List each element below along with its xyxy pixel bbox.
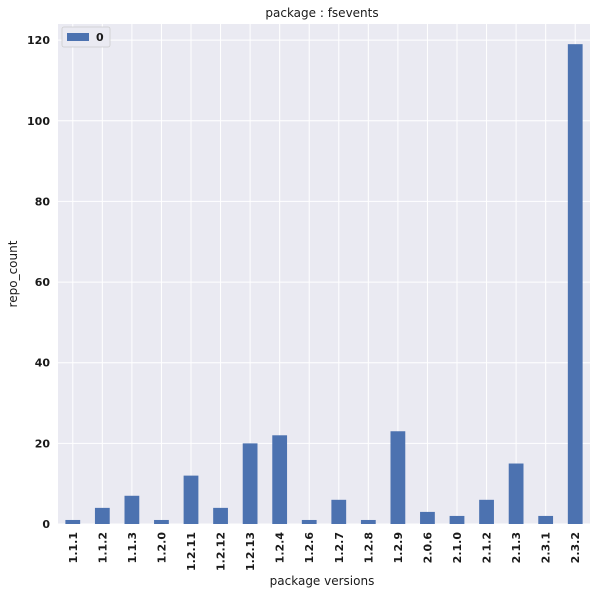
legend-swatch	[67, 33, 89, 41]
y-axis-label: repo_count	[6, 240, 20, 307]
bar	[479, 499, 494, 524]
x-tick-label: 2.1.2	[481, 532, 494, 563]
bar	[183, 475, 199, 524]
y-tick-label: 40	[35, 357, 51, 370]
x-tick-label: 2.0.6	[421, 532, 434, 564]
x-axis-ticks: 1.1.1 1.1.2 1.1.3 1.2.0 1.2.11 1.2.12 1.2.13 1.…	[67, 532, 582, 571]
y-tick-label: 60	[35, 276, 51, 289]
bar	[154, 519, 169, 524]
x-tick-label: 1.2.4	[274, 532, 287, 564]
bar	[508, 463, 524, 524]
y-tick-label: 120	[27, 34, 50, 47]
bar	[331, 499, 347, 524]
bar	[124, 495, 140, 524]
y-tick-label: 0	[42, 518, 50, 531]
x-tick-label: 1.2.6	[303, 532, 316, 564]
bar	[65, 519, 81, 524]
x-tick-label: 1.1.2	[96, 532, 109, 563]
bar	[449, 515, 465, 524]
bar	[242, 443, 258, 524]
x-tick-label: 1.2.8	[362, 532, 375, 563]
legend-label: 0	[96, 31, 104, 44]
x-tick-label: 1.1.3	[126, 532, 139, 563]
bar	[213, 507, 228, 524]
bar	[272, 435, 288, 524]
x-tick-label: 2.1.0	[451, 532, 464, 564]
plot-area	[58, 24, 590, 524]
x-tick-label: 2.1.3	[510, 532, 523, 563]
bar	[390, 431, 406, 524]
x-tick-label: 1.2.11	[185, 532, 198, 571]
y-axis-ticks: 0 20 40 60 80 100 120	[27, 34, 50, 531]
y-tick-label: 20	[35, 437, 51, 450]
bar-series	[65, 44, 583, 525]
bar	[420, 511, 435, 524]
x-tick-label: 1.1.1	[67, 532, 80, 563]
x-tick-label: 1.2.0	[155, 532, 168, 564]
x-tick-label: 1.2.12	[215, 532, 228, 571]
bar	[567, 44, 583, 525]
x-tick-label: 1.2.9	[392, 532, 405, 563]
y-gridlines	[58, 39, 590, 525]
x-tick-label: 2.3.2	[569, 532, 582, 563]
y-tick-label: 100	[27, 115, 50, 128]
x-tick-label: 1.2.7	[333, 532, 346, 563]
bar	[301, 519, 317, 524]
x-axis-label: package versions	[270, 574, 375, 588]
y-tick-label: 80	[35, 195, 51, 208]
bar	[94, 507, 110, 524]
bar	[360, 519, 376, 524]
chart-title: package : fsevents	[265, 6, 378, 20]
bar	[538, 515, 554, 524]
x-tick-label: 2.3.1	[540, 532, 553, 563]
legend: 0	[61, 26, 111, 48]
x-tick-label: 1.2.13	[244, 532, 257, 571]
